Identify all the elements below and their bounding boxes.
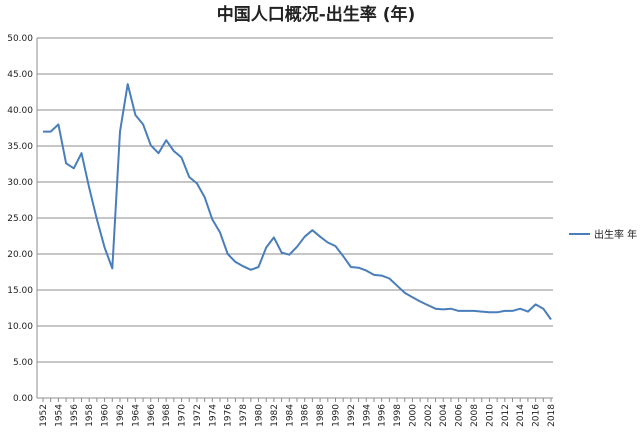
x-tick-label: 1980: [255, 404, 265, 427]
y-tick-label: 0.00: [13, 394, 33, 404]
series-layer: [43, 83, 552, 321]
x-tick-label: 2014: [516, 404, 526, 427]
x-tick-label: 1994: [362, 404, 372, 427]
y-tick-label: 25.00: [7, 214, 33, 224]
x-tick-label: 2000: [408, 404, 418, 427]
y-tick-label: 5.00: [13, 358, 33, 368]
x-tick-label: 2002: [424, 404, 434, 427]
legend-label: 出生率 年: [594, 228, 637, 241]
x-tick-label: 1954: [54, 404, 64, 427]
x-tick-label: 1968: [162, 404, 172, 427]
x-tick-label: 1998: [393, 404, 403, 427]
x-tick-label: 2008: [470, 404, 480, 427]
x-tick-label: 1952: [39, 404, 49, 427]
x-tick-label: 1974: [208, 404, 218, 427]
x-tick-label: 1966: [147, 404, 157, 427]
y-tick-label: 40.00: [7, 106, 33, 116]
y-tick-label: 10.00: [7, 322, 33, 332]
x-tick-label: 1988: [316, 404, 326, 427]
chart-title: 中国人口概况-出生率 (年): [217, 4, 416, 25]
y-tick-label: 50.00: [7, 34, 33, 44]
x-tick-label: 2006: [455, 404, 465, 427]
x-tick-label: 1990: [331, 404, 341, 427]
x-tick-label: 1964: [131, 404, 141, 427]
series-line: [43, 83, 552, 321]
x-tick-label: 1976: [224, 404, 234, 427]
x-tick-label: 1958: [85, 404, 95, 427]
x-tick-label: 2016: [532, 404, 542, 427]
x-tick-label: 2004: [439, 404, 449, 427]
legend: 出生率 年: [569, 228, 637, 241]
x-tick-label: 1986: [301, 404, 311, 427]
x-tick-label: 1970: [178, 404, 188, 427]
x-tick-label: 1982: [270, 404, 280, 427]
x-tick-label: 1960: [101, 404, 111, 427]
x-tick-label: 1992: [347, 404, 357, 427]
x-tick-label: 2012: [501, 404, 511, 427]
x-tick-label: 1978: [239, 404, 249, 427]
y-tick-label: 45.00: [7, 70, 33, 80]
y-tick-label: 35.00: [7, 142, 33, 152]
y-tick-label: 15.00: [7, 286, 33, 296]
x-tick-label: 2018: [547, 404, 557, 427]
x-tick-label: 2010: [485, 404, 495, 427]
y-tick-label: 30.00: [7, 178, 33, 188]
x-tick-label: 1984: [285, 404, 295, 427]
x-tick-label: 1962: [116, 404, 126, 427]
grid-layer: [37, 37, 553, 399]
x-tick-label: 1996: [378, 404, 388, 427]
x-tick-label: 1956: [70, 404, 80, 427]
axis-layer: 0.00 5.00 10.00 15.00 20.00 25.00 30.00 35.00 40…: [7, 34, 557, 427]
x-tick-label: 1972: [193, 404, 203, 427]
y-tick-label: 20.00: [7, 250, 33, 260]
